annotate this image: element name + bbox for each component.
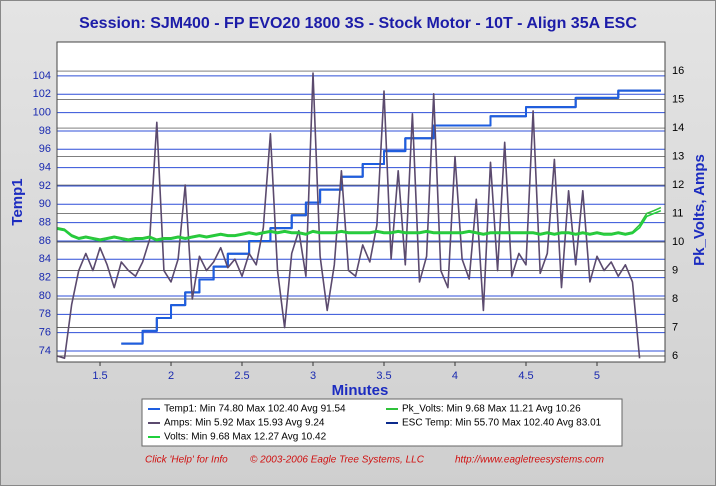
y2-tick-label: 15	[672, 93, 684, 105]
y2-tick-label: 8	[672, 293, 678, 305]
y-tick-label: 100	[33, 107, 51, 119]
legend-label: Volts: Min 9.68 Max 12.27 Avg 10.42	[164, 432, 327, 443]
chart-title: Session: SJM400 - FP EVO20 1800 3S - Sto…	[79, 15, 637, 32]
series-line	[57, 72, 641, 360]
y-tick-label: 102	[33, 88, 51, 100]
footer-text: © 2003-2006 Eagle Tree Systems, LLC	[250, 455, 425, 466]
y2-tick-label: 9	[672, 264, 678, 276]
x-tick-label: 2	[168, 370, 174, 382]
y2-axis-label: Pk_Volts, Amps	[691, 154, 708, 266]
y-tick-label: 90	[39, 198, 51, 210]
y-axis-label: Temp1	[9, 178, 26, 225]
y-tick-label: 98	[39, 125, 51, 137]
footer-text: http://www.eagletreesystems.com	[455, 455, 604, 466]
legend-label: ESC Temp: Min 55.70 Max 102.40 Avg 83.01	[402, 418, 602, 429]
y-tick-label: 86	[39, 235, 51, 247]
footer-text: Click 'Help' for Info	[145, 455, 228, 466]
legend-label: Temp1: Min 74.80 Max 102.40 Avg 91.54	[164, 404, 346, 415]
series-line	[121, 89, 661, 345]
x-tick-label: 3.5	[376, 370, 391, 382]
y-tick-label: 94	[39, 162, 51, 174]
legend-label: Amps: Min 5.92 Max 15.93 Avg 9.24	[164, 418, 325, 429]
x-tick-label: 1.5	[92, 370, 107, 382]
x-tick-label: 5	[594, 370, 600, 382]
y2-tick-label: 7	[672, 321, 678, 333]
y-tick-label: 84	[39, 253, 51, 265]
series-line	[57, 209, 662, 242]
x-tick-label: 4	[452, 370, 458, 382]
y-tick-label: 74	[39, 345, 51, 357]
y-tick-label: 92	[39, 180, 51, 192]
plot-border	[56, 41, 666, 363]
x-tick-label: 2.5	[234, 370, 249, 382]
y2-tick-label: 6	[672, 350, 678, 362]
y2-tick-label: 14	[672, 122, 684, 134]
y2-tick-label: 13	[672, 150, 684, 162]
y-tick-label: 76	[39, 327, 51, 339]
y-tick-label: 104	[33, 70, 51, 82]
y2-tick-label: 10	[672, 236, 684, 248]
x-axis-label: Minutes	[332, 382, 389, 399]
y2-tick-label: 16	[672, 65, 684, 77]
plot-area	[57, 42, 665, 362]
legend	[141, 398, 623, 447]
y-tick-label: 80	[39, 290, 51, 302]
legend-label: Pk_Volts: Min 9.68 Max 11.21 Avg 10.26	[402, 404, 581, 415]
y2-tick-label: 11	[672, 207, 683, 219]
y-tick-label: 96	[39, 143, 51, 155]
series-line	[57, 206, 662, 240]
x-tick-label: 4.5	[518, 370, 533, 382]
x-tick-label: 3	[310, 370, 316, 382]
y-tick-label: 82	[39, 272, 51, 284]
y-tick-label: 88	[39, 217, 51, 229]
y2-tick-label: 12	[672, 179, 684, 191]
y-tick-label: 78	[39, 308, 51, 320]
